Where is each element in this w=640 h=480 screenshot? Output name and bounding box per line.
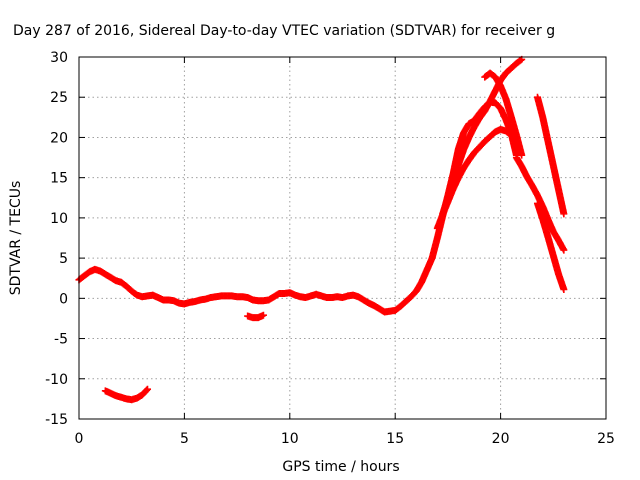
axis-ticks: 0 5 10 15 20 25 -15 -10 -5 0 5 10 15 20 25 30	[45, 50, 615, 447]
y-tick-label: 10	[50, 211, 68, 227]
data-point-marker	[143, 386, 151, 394]
x-axis-label: GPS time / hours	[282, 459, 399, 475]
x-tick-label: 0	[75, 431, 84, 447]
y-tick-label: -10	[45, 372, 68, 388]
series-early-dip	[101, 385, 152, 404]
y-tick-label: 30	[50, 50, 68, 66]
y-tick-label: -5	[54, 332, 68, 348]
series-descent-b	[533, 199, 568, 293]
y-tick-label: 0	[59, 291, 68, 307]
series-main-track	[75, 98, 520, 316]
series-late-track	[533, 93, 568, 218]
x-tick-label: 15	[386, 431, 404, 447]
data-points	[75, 55, 568, 404]
plot-frame	[78, 56, 607, 420]
y-tick-label: 5	[59, 251, 68, 267]
data-point-marker	[259, 311, 267, 319]
series-small-dip	[244, 311, 267, 322]
series-peak-loop	[481, 69, 526, 159]
y-axis-label: SDTVAR / TECUs	[8, 181, 24, 296]
series-lower-arc	[433, 125, 515, 232]
y-tick-label: -15	[45, 412, 68, 428]
data-point-marker	[518, 151, 526, 159]
gridlines	[79, 57, 606, 419]
y-tick-label: 20	[50, 130, 68, 146]
chart-title: Day 287 of 2016, Sidereal Day-to-day VTE…	[13, 23, 555, 39]
data-point-marker	[506, 130, 514, 138]
y-tick-label: 15	[50, 171, 68, 187]
x-tick-label: 25	[597, 431, 615, 447]
x-tick-label: 10	[281, 431, 299, 447]
series-upper-arc	[439, 55, 526, 218]
x-tick-label: 5	[180, 431, 189, 447]
data-point-marker	[560, 210, 568, 218]
y-tick-label: 25	[50, 90, 68, 106]
data-point-marker	[517, 56, 525, 64]
x-tick-label: 20	[492, 431, 510, 447]
data-point-marker	[560, 285, 568, 293]
data-point-marker	[144, 385, 152, 393]
data-point-marker	[560, 246, 568, 254]
